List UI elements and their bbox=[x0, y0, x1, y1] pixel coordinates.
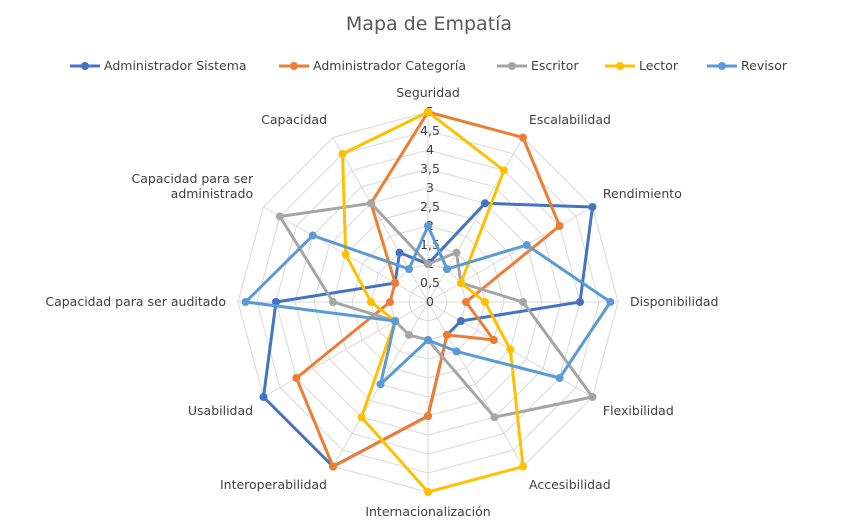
legend-item-revisor: Revisor bbox=[707, 58, 788, 73]
legend-item-administrador-categoria: Administrador Categoría bbox=[279, 58, 466, 73]
data-point bbox=[452, 248, 461, 257]
data-point bbox=[519, 133, 527, 142]
data-point bbox=[329, 298, 337, 306]
legend-label: Escritor bbox=[531, 58, 579, 73]
axis-label-interoperabilidad: Interoperabilidad bbox=[220, 477, 327, 492]
data-point bbox=[259, 393, 268, 401]
data-point bbox=[443, 265, 451, 274]
legend-marker bbox=[290, 62, 298, 70]
data-point bbox=[456, 279, 465, 287]
data-point bbox=[386, 298, 394, 306]
legend-label: Lector bbox=[639, 58, 679, 73]
legend-item-escritor: Escritor bbox=[497, 58, 579, 73]
legend-marker bbox=[81, 62, 89, 70]
grid-spoke bbox=[332, 137, 429, 303]
data-point bbox=[405, 330, 413, 339]
data-point bbox=[489, 336, 498, 344]
tick-label: 2,5 bbox=[420, 199, 440, 214]
data-point bbox=[588, 203, 597, 211]
series-layer bbox=[241, 108, 615, 496]
data-point bbox=[555, 222, 564, 230]
data-point bbox=[462, 298, 470, 306]
tick-label: 3,5 bbox=[420, 161, 440, 176]
series-lector bbox=[338, 108, 527, 496]
tick-label: 4,5 bbox=[420, 123, 440, 138]
data-point bbox=[391, 279, 400, 287]
data-point bbox=[481, 199, 489, 208]
data-point bbox=[456, 317, 465, 325]
axis-label-capacidad: Capacidad bbox=[261, 112, 327, 127]
data-point bbox=[452, 347, 461, 356]
tick-label: 3 bbox=[426, 180, 434, 195]
data-point bbox=[272, 298, 280, 306]
data-point bbox=[424, 412, 432, 420]
data-point bbox=[424, 222, 432, 230]
data-point bbox=[606, 298, 615, 306]
axis-label-capacidad-para-ser-administrado: Capacidad para ser administrado bbox=[132, 171, 254, 201]
data-point bbox=[424, 488, 432, 496]
data-point bbox=[490, 413, 499, 422]
data-point bbox=[481, 298, 489, 306]
data-point bbox=[275, 212, 284, 221]
legend-label: Revisor bbox=[741, 58, 788, 73]
grid-spoke bbox=[427, 301, 524, 467]
data-point bbox=[292, 374, 301, 382]
data-point bbox=[519, 298, 527, 306]
data-point bbox=[519, 462, 527, 471]
data-point bbox=[391, 317, 400, 325]
grid-spoke bbox=[263, 301, 429, 398]
tick-label: 0,5 bbox=[420, 275, 440, 290]
data-point bbox=[424, 108, 432, 116]
data-point bbox=[424, 260, 432, 268]
grid-spoke bbox=[427, 137, 524, 303]
grid-spoke bbox=[427, 206, 593, 303]
data-point bbox=[367, 298, 375, 306]
data-point bbox=[376, 380, 385, 389]
radial-tick-labels: 00,511,522,533,544,55 bbox=[420, 104, 440, 309]
data-point bbox=[522, 241, 531, 249]
legend-marker bbox=[508, 62, 516, 70]
axis-label-internacionalizacion: Internacionalización bbox=[365, 504, 490, 519]
data-point bbox=[405, 265, 413, 274]
data-point bbox=[443, 330, 451, 339]
data-point bbox=[588, 393, 597, 401]
axis-labels: Seguridad Escalabilidad Rendimiento Disponi… bbox=[45, 85, 718, 519]
axis-label-usabilidad: Usabilidad bbox=[188, 403, 253, 418]
tick-label: 0 bbox=[426, 294, 434, 309]
legend-item-administrador-sistema: Administrador Sistema bbox=[70, 58, 247, 73]
chart-title: Mapa de Empatía bbox=[346, 13, 512, 35]
axis-label-seguridad: Seguridad bbox=[396, 85, 460, 100]
data-point bbox=[555, 374, 564, 382]
legend-marker bbox=[616, 62, 624, 70]
axis-label-rendimiento: Rendimiento bbox=[603, 186, 682, 201]
data-point bbox=[329, 462, 337, 471]
data-point bbox=[506, 345, 515, 354]
axis-label-disponibilidad: Disponibilidad bbox=[630, 294, 718, 309]
legend-label: Administrador Sistema bbox=[104, 58, 247, 73]
legend-marker bbox=[718, 62, 726, 70]
data-point bbox=[308, 231, 317, 240]
data-point bbox=[395, 248, 404, 257]
data-point bbox=[500, 166, 508, 175]
axis-label-capacidad-para-ser-auditado: Capacidad para ser auditado bbox=[45, 294, 226, 309]
data-point bbox=[424, 336, 432, 344]
axis-label-accesibilidad: Accesibilidad bbox=[529, 477, 611, 492]
data-point bbox=[576, 298, 584, 306]
data-point bbox=[341, 250, 350, 259]
legend-item-lector: Lector bbox=[605, 58, 679, 73]
series-revisor bbox=[241, 222, 615, 389]
data-point bbox=[367, 199, 375, 208]
data-point bbox=[357, 413, 366, 422]
axis-label-escalabilidad: Escalabilidad bbox=[529, 112, 611, 127]
data-point bbox=[241, 298, 250, 306]
legend-label: Administrador Categoría bbox=[313, 58, 466, 73]
data-point bbox=[338, 149, 347, 158]
tick-label: 4 bbox=[426, 142, 434, 157]
legend: Administrador Sistema Administrador Categ… bbox=[70, 58, 788, 73]
axis-label-flexibilidad: Flexibilidad bbox=[603, 403, 674, 418]
